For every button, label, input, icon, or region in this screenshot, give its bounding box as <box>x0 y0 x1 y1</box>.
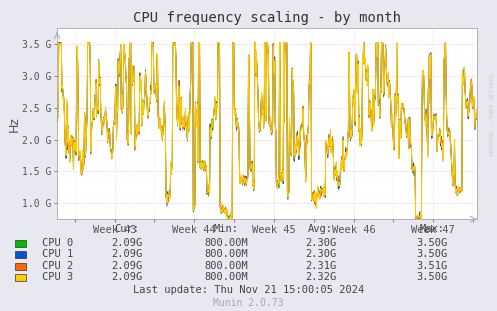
Text: 3.50G: 3.50G <box>417 272 448 282</box>
Text: 3.50G: 3.50G <box>417 238 448 248</box>
Text: 800.00M: 800.00M <box>204 261 248 271</box>
Y-axis label: Hz: Hz <box>8 116 21 132</box>
Text: 2.09G: 2.09G <box>111 272 142 282</box>
Text: 2.09G: 2.09G <box>111 249 142 259</box>
Text: CPU 2: CPU 2 <box>42 261 74 271</box>
Text: 2.09G: 2.09G <box>111 261 142 271</box>
Text: Avg:: Avg: <box>308 224 333 234</box>
Text: 2.31G: 2.31G <box>305 261 336 271</box>
Text: CPU 3: CPU 3 <box>42 272 74 282</box>
Text: CPU 1: CPU 1 <box>42 249 74 259</box>
Text: Last update: Thu Nov 21 15:00:05 2024: Last update: Thu Nov 21 15:00:05 2024 <box>133 285 364 295</box>
Text: RRDTOOL / TOBI OETIKER: RRDTOOL / TOBI OETIKER <box>490 74 495 156</box>
Text: 2.30G: 2.30G <box>305 249 336 259</box>
Title: CPU frequency scaling - by month: CPU frequency scaling - by month <box>133 12 401 26</box>
Text: 800.00M: 800.00M <box>204 238 248 248</box>
Text: Min:: Min: <box>214 224 239 234</box>
Text: 3.50G: 3.50G <box>417 249 448 259</box>
Text: 3.51G: 3.51G <box>417 261 448 271</box>
Text: Cur:: Cur: <box>114 224 139 234</box>
Text: CPU 0: CPU 0 <box>42 238 74 248</box>
Text: Munin 2.0.73: Munin 2.0.73 <box>213 298 284 308</box>
Text: Max:: Max: <box>420 224 445 234</box>
Text: 800.00M: 800.00M <box>204 249 248 259</box>
Text: 2.30G: 2.30G <box>305 238 336 248</box>
Text: 800.00M: 800.00M <box>204 272 248 282</box>
Text: 2.09G: 2.09G <box>111 238 142 248</box>
Text: 2.32G: 2.32G <box>305 272 336 282</box>
